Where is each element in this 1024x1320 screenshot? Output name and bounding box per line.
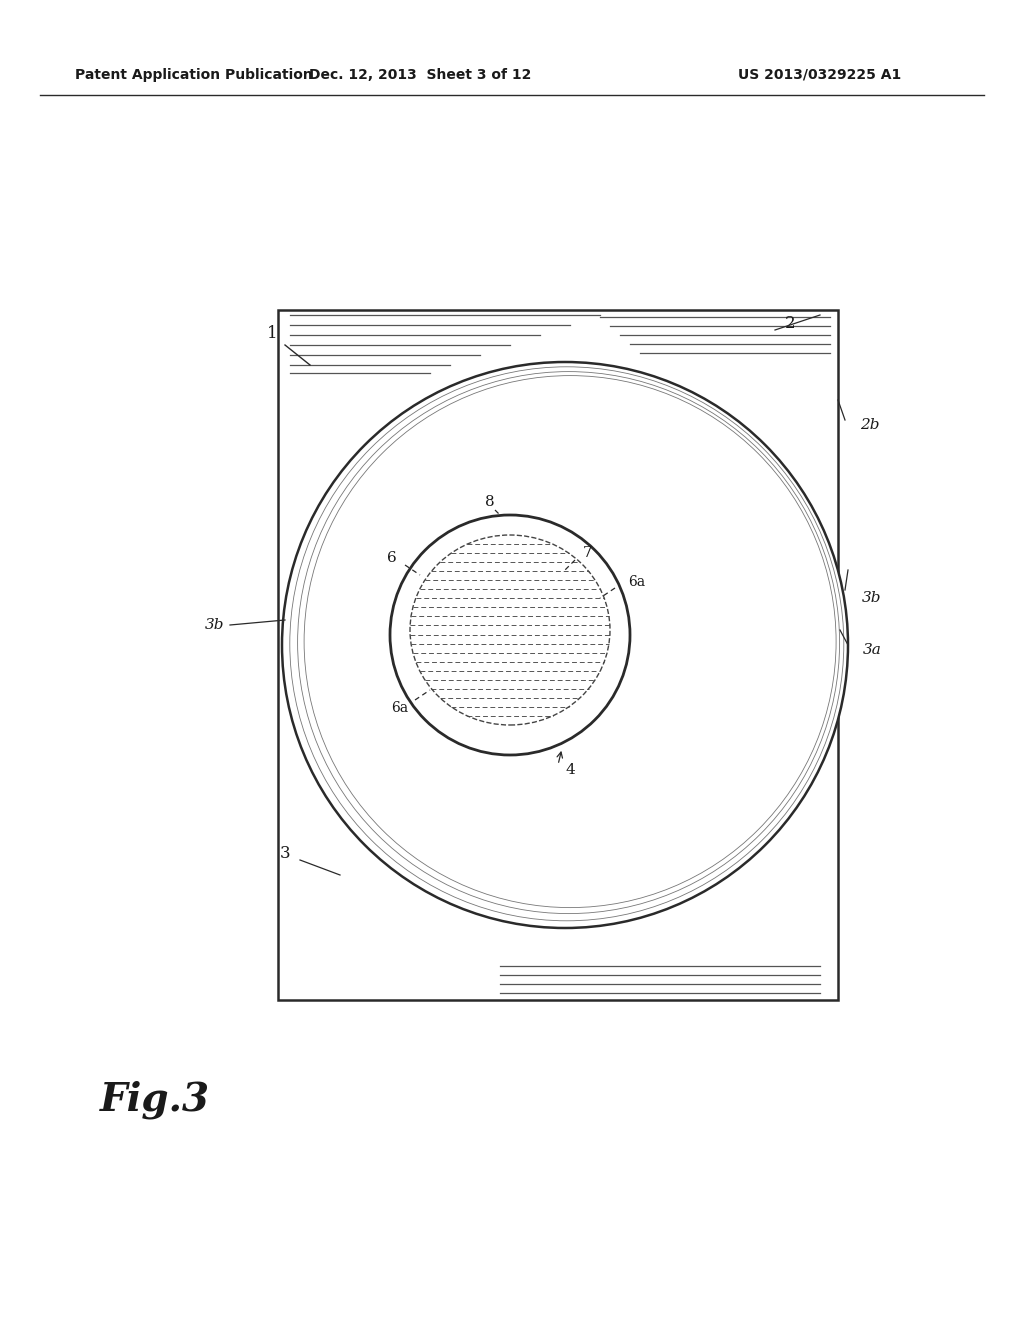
Text: 4: 4: [565, 763, 574, 777]
Text: 2b: 2b: [860, 418, 880, 432]
Ellipse shape: [390, 515, 630, 755]
Text: 6a: 6a: [628, 576, 645, 589]
Text: 8: 8: [485, 495, 495, 510]
Bar: [278, 310, 838, 1001]
Text: 6a: 6a: [391, 701, 409, 715]
Text: 1: 1: [266, 325, 278, 342]
Text: Patent Application Publication: Patent Application Publication: [75, 69, 312, 82]
Text: 3: 3: [280, 845, 291, 862]
Text: 3b: 3b: [862, 591, 882, 605]
Text: 3b: 3b: [205, 618, 224, 632]
Text: US 2013/0329225 A1: US 2013/0329225 A1: [738, 69, 901, 82]
Text: 2: 2: [785, 315, 796, 333]
Text: Fig.3: Fig.3: [100, 1081, 210, 1119]
Text: 3a: 3a: [863, 643, 882, 657]
Text: Dec. 12, 2013  Sheet 3 of 12: Dec. 12, 2013 Sheet 3 of 12: [309, 69, 531, 82]
Text: 7: 7: [584, 546, 593, 560]
Text: 6: 6: [387, 550, 397, 565]
Ellipse shape: [282, 362, 848, 928]
